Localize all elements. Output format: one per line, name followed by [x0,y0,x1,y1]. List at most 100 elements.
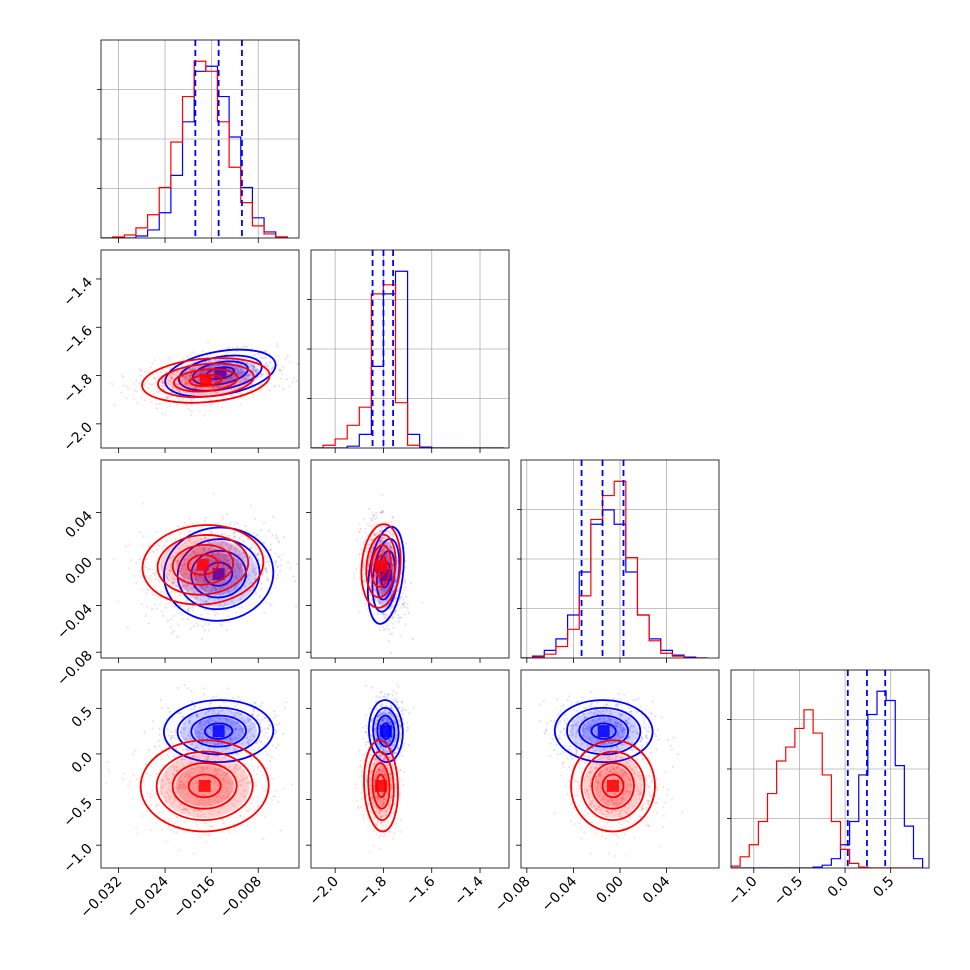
sample-point [252,708,255,711]
sample-point [403,546,407,549]
sample-point [378,590,381,593]
sample-point [260,582,263,585]
sample-point [250,546,253,549]
sample-point [187,607,190,610]
sample-point [235,572,238,575]
sample-point [178,594,181,597]
sample-point [264,363,267,366]
panel-frame [310,459,510,659]
sample-point [205,711,208,714]
sample-point [178,786,181,789]
sample-point [215,589,218,592]
sample-point [259,723,262,726]
sample-point [211,386,215,389]
sample-point [215,396,218,399]
sample-point [236,721,239,724]
sample-point [174,538,177,541]
sample-point [167,734,171,737]
sample-point [157,740,160,743]
sample-point [275,533,278,537]
sample-point [205,355,208,358]
sample-point [227,544,230,547]
sample-point [387,567,390,570]
sample-point [257,376,260,379]
sample-point [380,529,383,532]
sample-point [227,615,230,618]
sample-point [278,569,282,572]
sample-point [224,579,227,582]
sample-point [381,509,384,512]
sample-point [387,557,390,560]
sample-point [250,358,253,361]
sample-point [391,515,394,518]
sample-point [226,559,229,562]
sample-point [179,391,182,394]
sample-point [199,602,202,605]
sample-point [238,391,241,394]
contour-red [171,544,235,586]
sample-point [241,345,245,348]
sample-point [184,800,187,804]
sample-point [172,577,175,580]
sample-point [213,788,216,791]
sample-point [206,605,209,608]
sample-point [208,719,211,723]
sample-point [255,742,258,745]
sample-point [225,554,228,557]
sample-point [266,753,269,757]
sample-point [217,379,220,382]
sample-point [194,756,198,759]
sample-point [233,602,236,605]
sample-point [195,353,198,356]
sample-point [394,580,397,583]
sample-point [244,377,248,380]
scatter-inner [112,492,299,640]
sample-point [383,547,386,550]
sample-point [273,716,276,720]
sample-point [264,554,267,557]
sample-point [185,382,189,385]
sample-point [145,772,148,775]
scatter-inner [108,341,299,417]
sample-point [180,734,183,738]
sample-point [240,735,243,738]
sample-point [202,587,205,590]
sample-point [368,556,371,559]
sample-point [238,570,241,574]
sample-point [211,719,214,722]
sample-point [214,613,217,617]
sample-point [389,611,392,614]
sample-point [254,534,257,537]
sample-point [229,737,233,740]
sample-point [228,831,231,834]
sample-point [240,729,244,732]
sample-point [149,366,152,369]
sample-point [233,715,236,718]
sample-point [235,367,238,371]
sample-point [218,606,221,609]
sample-point [176,786,179,789]
sample-point [173,544,176,547]
sample-point [381,510,384,513]
sample-point [216,716,219,719]
sample-point [230,599,234,603]
sample-point [230,376,233,380]
sample-point [232,696,235,700]
sample-point [269,548,272,551]
sample-point [191,714,194,717]
sample-point [226,351,229,354]
sample-point [251,713,255,716]
sample-point [187,557,190,561]
sample-point [201,580,204,583]
sample-point [259,384,262,387]
sample-point [238,373,241,376]
sample-point [186,382,189,385]
sample-point [213,778,216,781]
sample-point [234,576,237,579]
sample-point [168,379,171,382]
sample-point [214,379,217,382]
sample-point [224,791,227,794]
sample-point [388,532,392,535]
sample-point [224,554,227,557]
sample-point [202,724,205,727]
